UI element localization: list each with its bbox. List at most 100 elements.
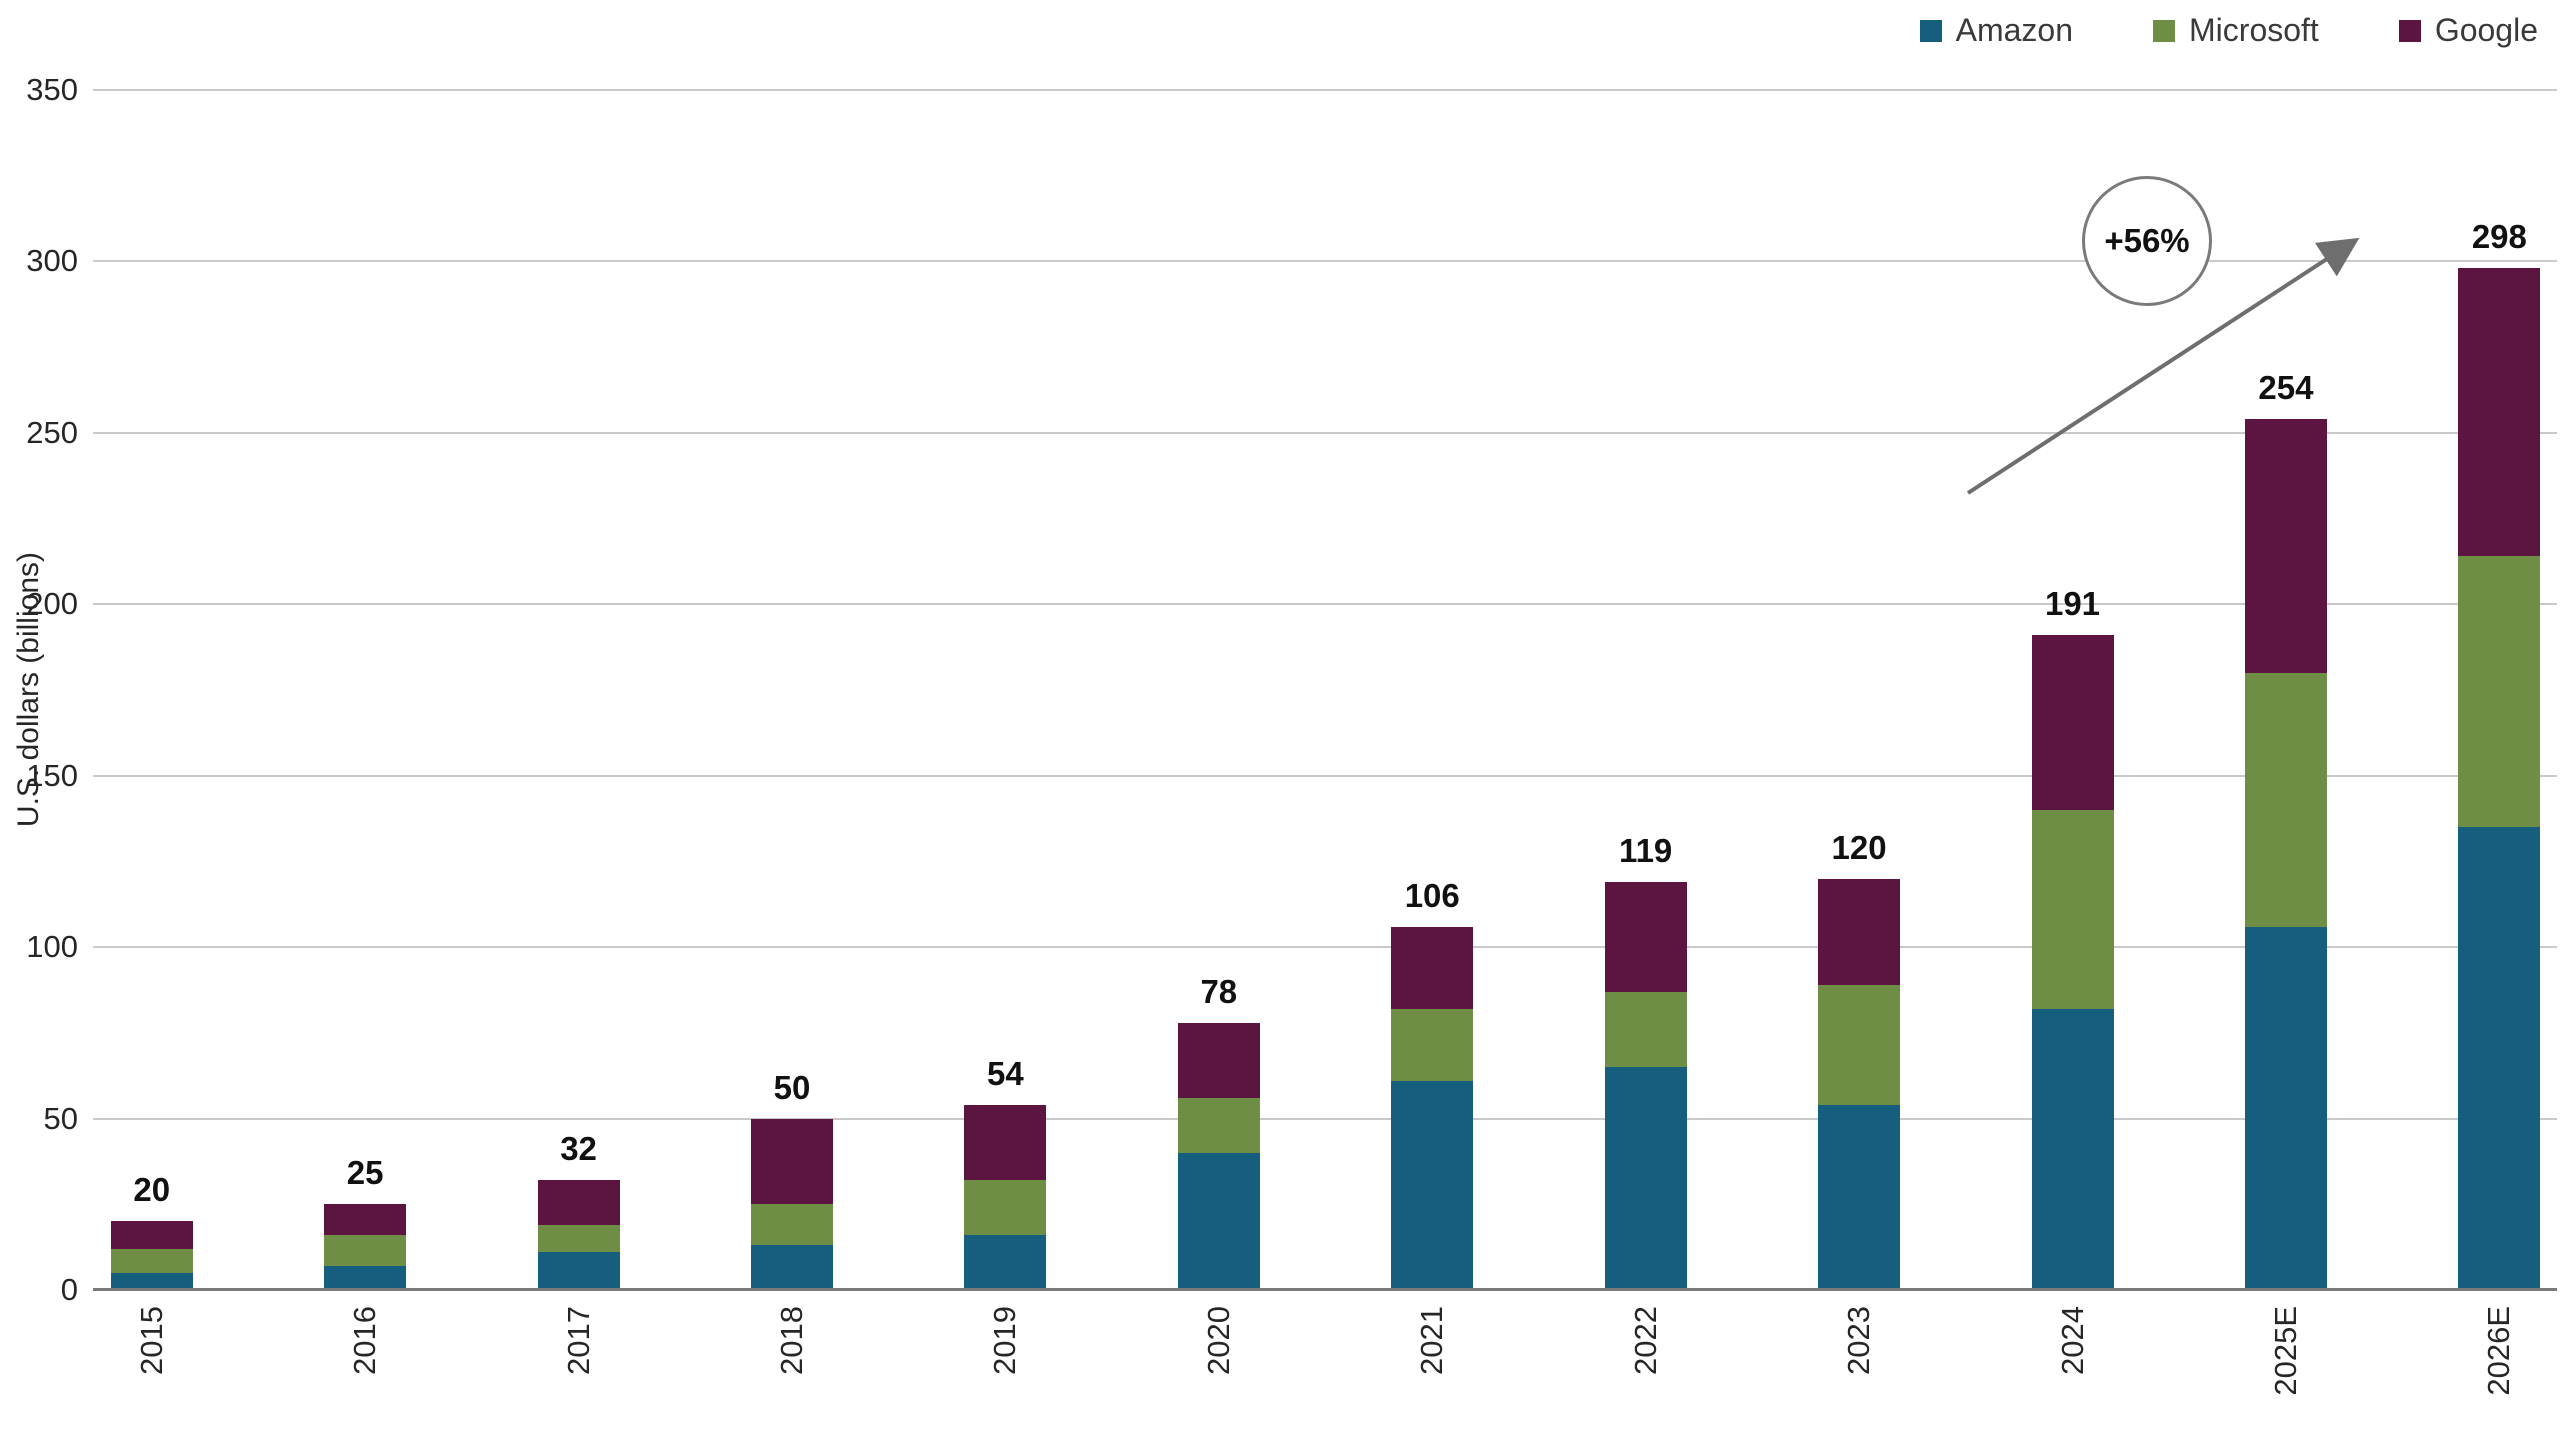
bar-segment-google-2020 (1177, 1022, 1260, 1099)
gridline-350 (93, 89, 2557, 91)
value-label-2019: 54 (987, 1054, 1024, 1092)
bar-2015 (110, 1221, 193, 1290)
legend-label-amazon: Amazon (1955, 12, 2074, 48)
x-tick-label-2015: 2015 (133, 1306, 169, 1375)
bar-segment-microsoft-2020 (1177, 1098, 1260, 1153)
bar-group-2023: 120 2023 (1752, 90, 1965, 1375)
gridline-150 (93, 774, 2557, 777)
bar-segment-google-2022 (1604, 882, 1687, 992)
bar-group-2022: 119 2022 (1539, 90, 1752, 1375)
bar-2018 (750, 1118, 833, 1290)
bar-segment-google-2018 (750, 1118, 833, 1205)
y-tick-label-50: 50 (43, 1100, 78, 1136)
bar-segment-microsoft-2024 (2031, 810, 2114, 1009)
bar-segment-google-2023 (1818, 878, 1901, 985)
bars-layer: 20 2015 25 2016 32 2017 50 2018 54 2019 78 2020 106 2… (45, 90, 2560, 1396)
value-label-2016: 25 (346, 1154, 384, 1192)
bar-2021 (1391, 926, 1474, 1290)
y-tick-label-0: 0 (60, 1272, 78, 1307)
legend-item-google: Google (2398, 12, 2538, 49)
value-label-2023: 120 (1831, 828, 1887, 866)
bar-segment-google-2025e (2244, 419, 2327, 673)
x-tick-label-2017: 2017 (560, 1306, 596, 1375)
bar-segment-amazon-2022 (1604, 1067, 1687, 1290)
bar-2024 (2031, 635, 2114, 1290)
x-tick-label-2020: 2020 (1200, 1306, 1236, 1375)
growth-annotation-label: +56% (2104, 222, 2190, 259)
bar-segment-google-2019 (964, 1104, 1047, 1181)
gridline-200 (93, 603, 2557, 606)
bar-segment-amazon-2025e (2244, 926, 2327, 1290)
bar-segment-microsoft-2021 (1391, 1008, 1474, 1081)
legend-item-microsoft: Microsoft (2153, 12, 2319, 49)
bar-group-2020: 78 2020 (1112, 90, 1325, 1375)
bar-segment-microsoft-2026e (2458, 556, 2541, 828)
bar-group-2019: 54 2019 (899, 90, 1112, 1375)
legend-label-microsoft: Microsoft (2189, 12, 2319, 48)
bar-segment-amazon-2024 (2031, 1008, 2114, 1290)
value-label-2018: 50 (773, 1068, 811, 1106)
y-tick-label-150: 150 (26, 757, 78, 793)
bar-group-2015: 20 2015 (45, 90, 258, 1375)
bar-group-2016: 25 2016 (258, 90, 471, 1375)
bar-group-2017: 32 2017 (472, 90, 685, 1375)
value-label-2017: 32 (560, 1130, 597, 1168)
bar-segment-amazon-2018 (750, 1245, 833, 1290)
bar-segment-amazon-2015 (110, 1272, 193, 1290)
bar-2020 (1177, 1022, 1260, 1290)
x-tick-label-2023: 2023 (1841, 1306, 1877, 1375)
x-tick-label-2016: 2016 (347, 1306, 383, 1375)
legend: Amazon Microsoft Google (1919, 12, 2538, 49)
bar-segment-microsoft-2016 (324, 1235, 407, 1266)
bar-segment-microsoft-2025e (2244, 672, 2327, 927)
y-tick-label-200: 200 (26, 586, 78, 622)
value-label-2021: 106 (1404, 876, 1460, 914)
bar-segment-amazon-2020 (1177, 1152, 1260, 1290)
x-tick-label-2021: 2021 (1414, 1306, 1450, 1375)
value-label-2026e: 298 (2471, 218, 2527, 256)
y-tick-label-350: 350 (26, 72, 78, 107)
legend-swatch-microsoft (2153, 19, 2176, 42)
value-label-2022: 119 (1619, 832, 1673, 869)
gridline-50 (93, 1117, 2557, 1120)
value-label-2024: 191 (2044, 585, 2101, 623)
x-tick-label-2026e: 2026E (2481, 1306, 2517, 1396)
bar-segment-amazon-2019 (964, 1235, 1047, 1290)
bar-segment-microsoft-2018 (750, 1204, 833, 1246)
x-tick-label-2018: 2018 (773, 1306, 809, 1375)
bar-segment-amazon-2023 (1818, 1104, 1901, 1290)
x-tick-label-2025e: 2025E (2267, 1306, 2303, 1396)
bar-2026e (2458, 268, 2541, 1290)
bar-segment-amazon-2021 (1391, 1080, 1474, 1290)
bar-2019 (964, 1104, 1047, 1290)
x-tick-label-2024: 2024 (2054, 1306, 2090, 1375)
x-tick-label-2022: 2022 (1627, 1306, 1663, 1375)
bar-segment-google-2015 (110, 1221, 193, 1249)
value-label-2020: 78 (1200, 972, 1238, 1010)
growth-annotation-badge: +56% (2082, 176, 2212, 306)
bar-group-2025e: 254 2025E (2179, 90, 2392, 1396)
legend-swatch-google (2398, 19, 2421, 42)
bar-segment-microsoft-2015 (110, 1248, 193, 1273)
y-tick-label-100: 100 (26, 929, 78, 965)
bar-segment-microsoft-2017 (537, 1224, 620, 1253)
gridline-250 (93, 431, 2557, 434)
value-label-2025e: 254 (2258, 369, 2314, 407)
bar-group-2018: 50 2018 (685, 90, 898, 1375)
plot-area (93, 89, 2557, 1290)
bar-segment-microsoft-2019 (964, 1180, 1047, 1236)
bar-2016 (324, 1204, 407, 1290)
gridline-300 (93, 260, 2557, 263)
bar-2025e (2244, 419, 2327, 1290)
bar-2017 (537, 1180, 620, 1290)
y-tick-label-300: 300 (26, 243, 78, 279)
bar-segment-google-2017 (537, 1180, 620, 1225)
x-axis-line (93, 1288, 2557, 1291)
value-label-2015: 20 (133, 1171, 171, 1209)
bar-segment-google-2024 (2031, 635, 2114, 811)
bar-segment-microsoft-2023 (1818, 984, 1901, 1105)
bar-segment-amazon-2016 (324, 1266, 407, 1290)
legend-item-amazon: Amazon (1919, 12, 2074, 49)
legend-label-google: Google (2434, 12, 2538, 48)
